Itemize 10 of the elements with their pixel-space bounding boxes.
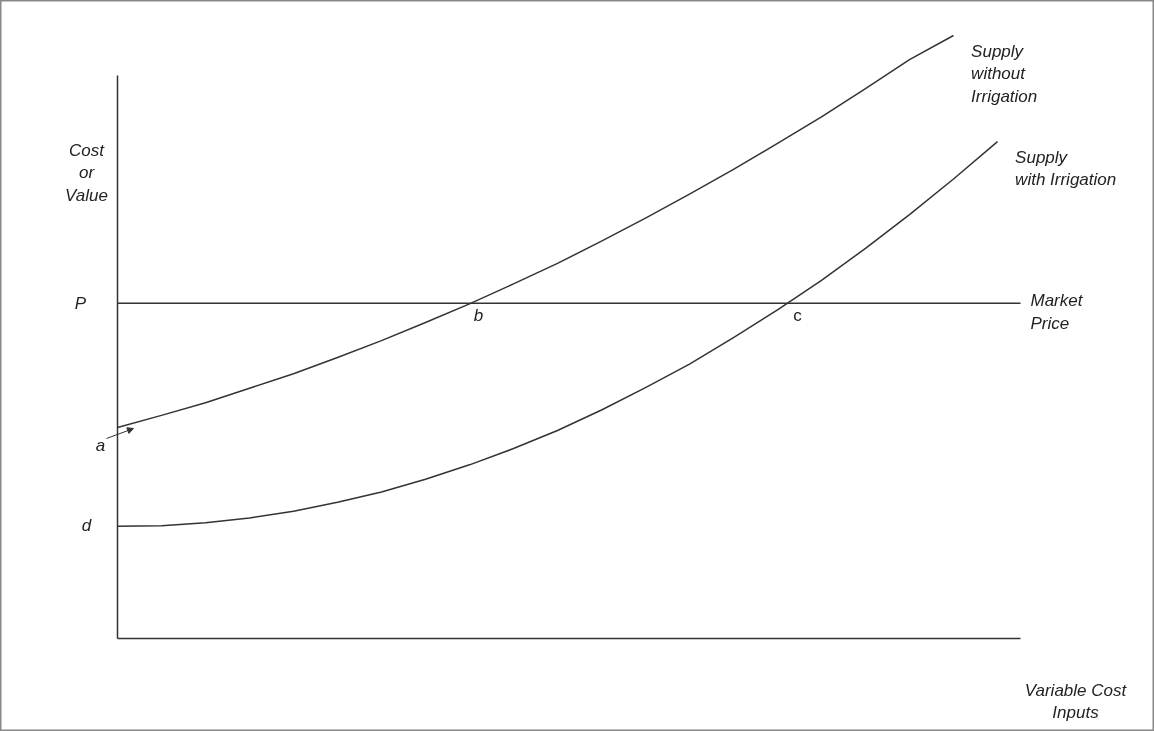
annotation: b bbox=[473, 306, 484, 326]
annotation: c bbox=[793, 306, 803, 326]
text: P bbox=[74, 294, 87, 313]
series-label: Supply without Irrigation bbox=[971, 41, 1038, 107]
series-label: Supply with Irrigation bbox=[1015, 147, 1117, 190]
ref-line-label: Market Price bbox=[1030, 291, 1084, 333]
text: a bbox=[95, 436, 106, 455]
y-axis-title: Cost or Value bbox=[65, 140, 108, 206]
x-axis-title: Variable Cost Inputs bbox=[1024, 680, 1128, 723]
text: d bbox=[81, 516, 92, 535]
